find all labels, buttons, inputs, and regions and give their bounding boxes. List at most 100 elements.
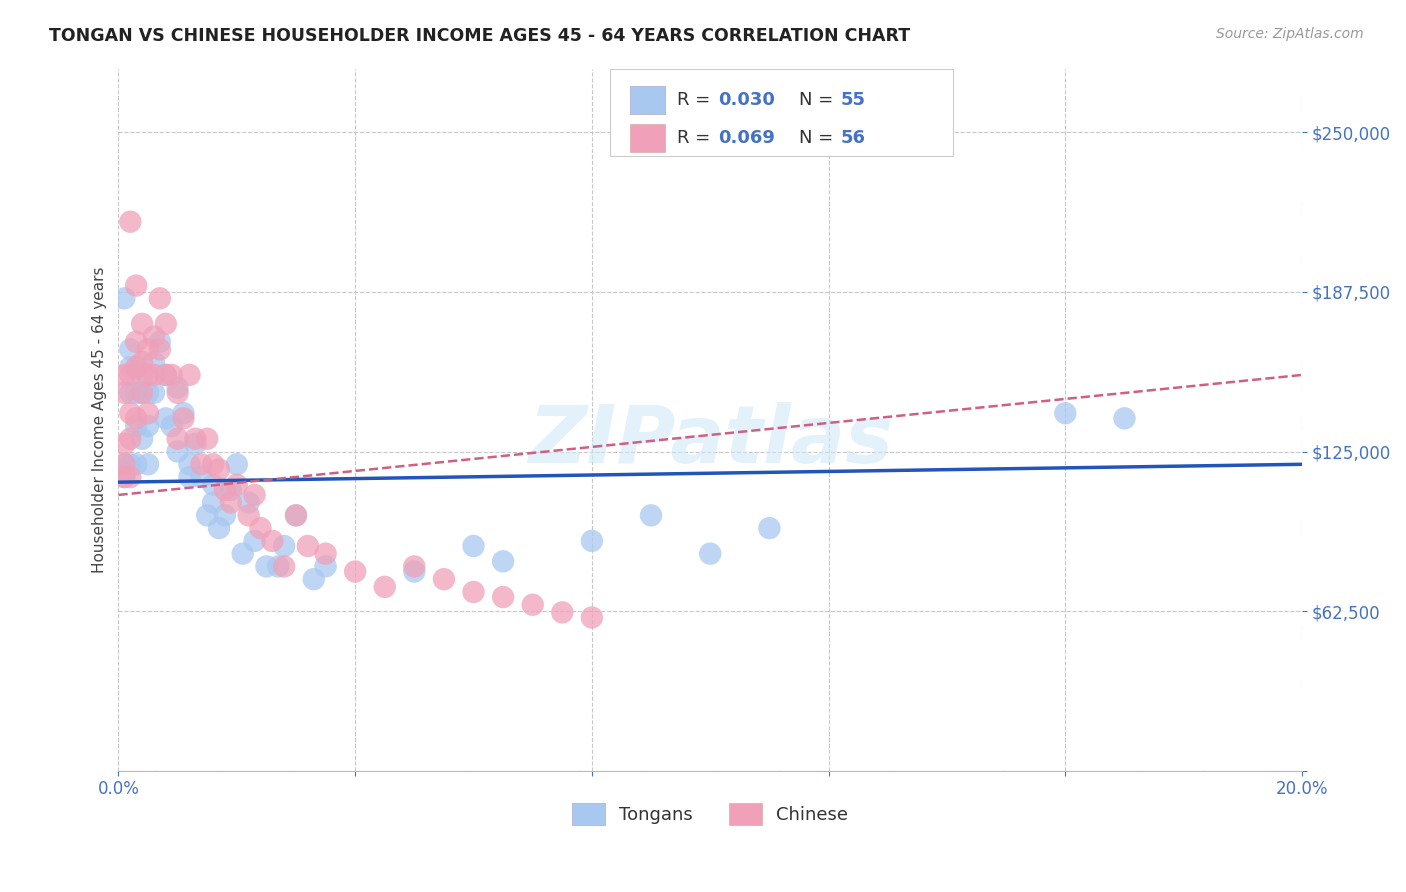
Point [120, 343, 142, 357]
Point [184, 432, 207, 446]
Point [166, 432, 188, 446]
Point [243, 533, 266, 548]
FancyBboxPatch shape [630, 87, 665, 114]
Point [142, 368, 165, 382]
Point [125, 411, 148, 425]
Point [1114, 411, 1136, 425]
Point [238, 508, 260, 523]
Point [125, 360, 148, 375]
Point [112, 385, 135, 400]
Point [225, 477, 247, 491]
Point [136, 406, 159, 420]
Text: R =: R = [678, 129, 716, 147]
Text: TONGAN VS CHINESE HOUSEHOLDER INCOME AGES 45 - 64 YEARS CORRELATION CHART: TONGAN VS CHINESE HOUSEHOLDER INCOME AGE… [49, 27, 910, 45]
Point [131, 355, 153, 369]
Point [149, 291, 172, 305]
Point [120, 215, 142, 229]
Point [581, 610, 603, 624]
Point [112, 458, 135, 472]
Point [225, 458, 247, 472]
Point [149, 334, 172, 349]
Point [166, 385, 188, 400]
Point [136, 419, 159, 434]
Point [699, 547, 721, 561]
FancyBboxPatch shape [630, 124, 665, 153]
Point [136, 368, 159, 382]
Point [160, 368, 183, 382]
Point [202, 495, 225, 509]
Point [120, 432, 142, 446]
Point [112, 368, 135, 382]
Point [208, 521, 231, 535]
Point [184, 437, 207, 451]
Point [315, 559, 337, 574]
Point [173, 411, 195, 425]
Point [155, 317, 177, 331]
Point [125, 360, 148, 375]
Point [243, 488, 266, 502]
Point [112, 437, 135, 451]
Point [125, 385, 148, 400]
Point [120, 470, 142, 484]
Point [640, 508, 662, 523]
Point [219, 495, 242, 509]
Point [404, 559, 426, 574]
Point [238, 495, 260, 509]
Point [112, 291, 135, 305]
Text: Source: ZipAtlas.com: Source: ZipAtlas.com [1216, 27, 1364, 41]
Point [273, 559, 295, 574]
Point [125, 419, 148, 434]
Text: R =: R = [678, 91, 716, 110]
Point [214, 508, 236, 523]
Point [202, 477, 225, 491]
Text: N =: N = [799, 129, 839, 147]
Y-axis label: Householder Income Ages 45 - 64 years: Householder Income Ages 45 - 64 years [93, 267, 107, 573]
Point [131, 385, 153, 400]
Point [195, 508, 218, 523]
Text: N =: N = [799, 91, 839, 110]
Point [302, 572, 325, 586]
Point [131, 385, 153, 400]
Point [120, 406, 142, 420]
Point [433, 572, 456, 586]
Point [160, 419, 183, 434]
Point [232, 547, 254, 561]
Point [249, 521, 271, 535]
Point [463, 585, 485, 599]
Point [131, 432, 153, 446]
Point [262, 533, 284, 548]
Point [179, 470, 201, 484]
Point [120, 458, 142, 472]
Point [219, 483, 242, 497]
Point [131, 368, 153, 382]
Text: ZIPatlas: ZIPatlas [527, 401, 893, 480]
Point [581, 533, 603, 548]
Point [195, 432, 218, 446]
Point [190, 458, 212, 472]
Text: 0.069: 0.069 [718, 129, 775, 147]
Point [374, 580, 396, 594]
Point [758, 521, 780, 535]
Point [315, 547, 337, 561]
Point [267, 559, 290, 574]
Point [273, 539, 295, 553]
Point [112, 470, 135, 484]
Point [142, 355, 165, 369]
Text: 55: 55 [841, 91, 866, 110]
Point [208, 462, 231, 476]
Point [214, 483, 236, 497]
Point [120, 385, 142, 400]
Point [285, 508, 308, 523]
Point [179, 368, 201, 382]
Point [142, 385, 165, 400]
Point [1054, 406, 1077, 420]
Point [136, 458, 159, 472]
Point [136, 385, 159, 400]
Point [179, 458, 201, 472]
Point [120, 360, 142, 375]
Point [142, 329, 165, 343]
Point [404, 565, 426, 579]
Point [136, 343, 159, 357]
Legend: Tongans, Chinese: Tongans, Chinese [572, 803, 848, 825]
Point [149, 343, 172, 357]
